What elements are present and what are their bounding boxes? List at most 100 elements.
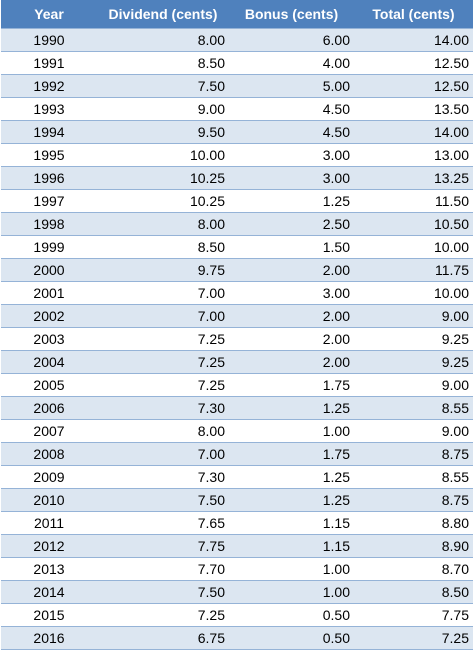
table-row: 1999 8.50 1.50 10.00 xyxy=(1,235,473,259)
table-body: 1990 8.00 6.00 14.00 1991 8.50 4.00 12.50 1992 7.… xyxy=(1,28,473,650)
table-row: 2006 7.30 1.25 8.55 xyxy=(1,396,473,420)
value-cell: 8.70 xyxy=(354,557,473,581)
header-cell: Total (cents) xyxy=(354,0,473,29)
year-cell: 2011 xyxy=(1,511,97,535)
value-cell: 10.00 xyxy=(354,235,473,259)
table-row: 2009 7.30 1.25 8.55 xyxy=(1,465,473,489)
header-cell: Dividend (cents) xyxy=(97,0,229,29)
value-cell: 7.25 xyxy=(97,350,229,374)
table-row: 1993 9.00 4.50 13.50 xyxy=(1,97,473,121)
value-cell: 3.00 xyxy=(229,166,354,190)
year-cell: 2005 xyxy=(1,373,97,397)
table-row: 1996 10.25 3.00 13.25 xyxy=(1,166,473,190)
value-cell: 9.25 xyxy=(354,327,473,351)
value-cell: 10.00 xyxy=(354,281,473,305)
value-cell: 8.50 xyxy=(354,580,473,604)
value-cell: 8.55 xyxy=(354,396,473,420)
value-cell: 2.00 xyxy=(229,304,354,328)
value-cell: 4.50 xyxy=(229,120,354,144)
year-cell: 2000 xyxy=(1,258,97,282)
year-cell: 1991 xyxy=(1,51,97,75)
year-cell: 2003 xyxy=(1,327,97,351)
value-cell: 7.25 xyxy=(97,373,229,397)
header-row: Year Dividend (cents) Bonus (cents) Total (… xyxy=(1,0,473,29)
table-row: 2000 9.75 2.00 11.75 xyxy=(1,258,473,282)
year-cell: 1999 xyxy=(1,235,97,259)
value-cell: 6.00 xyxy=(229,28,354,52)
value-cell: 10.25 xyxy=(97,166,229,190)
year-cell: 1996 xyxy=(1,166,97,190)
header-cell: Bonus (cents) xyxy=(229,0,354,29)
table-row: 2013 7.70 1.00 8.70 xyxy=(1,557,473,581)
value-cell: 13.00 xyxy=(354,143,473,167)
year-cell: 2006 xyxy=(1,396,97,420)
year-cell: 2008 xyxy=(1,442,97,466)
year-cell: 2002 xyxy=(1,304,97,328)
value-cell: 11.50 xyxy=(354,189,473,213)
value-cell: 3.00 xyxy=(229,281,354,305)
value-cell: 8.90 xyxy=(354,534,473,558)
value-cell: 4.00 xyxy=(229,51,354,75)
year-cell: 1992 xyxy=(1,74,97,98)
value-cell: 1.15 xyxy=(229,534,354,558)
table-row: 1992 7.50 5.00 12.50 xyxy=(1,74,473,98)
value-cell: 1.00 xyxy=(229,557,354,581)
table-header: Year Dividend (cents) Bonus (cents) Total (… xyxy=(1,0,473,29)
table-row: 2007 8.00 1.00 9.00 xyxy=(1,419,473,443)
value-cell: 5.00 xyxy=(229,74,354,98)
year-cell: 2013 xyxy=(1,557,97,581)
table-row: 1995 10.00 3.00 13.00 xyxy=(1,143,473,167)
header-cell: Year xyxy=(1,0,97,29)
value-cell: 8.75 xyxy=(354,488,473,512)
value-cell: 8.00 xyxy=(97,28,229,52)
value-cell: 8.75 xyxy=(354,442,473,466)
year-cell: 1994 xyxy=(1,120,97,144)
year-cell: 2004 xyxy=(1,350,97,374)
value-cell: 1.25 xyxy=(229,488,354,512)
value-cell: 9.00 xyxy=(354,419,473,443)
value-cell: 0.50 xyxy=(229,626,354,650)
table-row: 2001 7.00 3.00 10.00 xyxy=(1,281,473,305)
value-cell: 14.00 xyxy=(354,120,473,144)
value-cell: 9.75 xyxy=(97,258,229,282)
value-cell: 1.50 xyxy=(229,235,354,259)
value-cell: 7.30 xyxy=(97,396,229,420)
value-cell: 10.00 xyxy=(97,143,229,167)
table-row: 1994 9.50 4.50 14.00 xyxy=(1,120,473,144)
value-cell: 7.70 xyxy=(97,557,229,581)
value-cell: 7.50 xyxy=(97,488,229,512)
value-cell: 8.00 xyxy=(97,212,229,236)
year-cell: 2012 xyxy=(1,534,97,558)
table-row: 1990 8.00 6.00 14.00 xyxy=(1,28,473,52)
table-row: 2010 7.50 1.25 8.75 xyxy=(1,488,473,512)
value-cell: 4.50 xyxy=(229,97,354,121)
table-row: 2016 6.75 0.50 7.25 xyxy=(1,626,473,650)
year-cell: 1993 xyxy=(1,97,97,121)
table-row: 1997 10.25 1.25 11.50 xyxy=(1,189,473,213)
value-cell: 9.00 xyxy=(97,97,229,121)
year-cell: 2001 xyxy=(1,281,97,305)
year-cell: 2010 xyxy=(1,488,97,512)
value-cell: 2.00 xyxy=(229,350,354,374)
value-cell: 12.50 xyxy=(354,74,473,98)
value-cell: 14.00 xyxy=(354,28,473,52)
value-cell: 9.25 xyxy=(354,350,473,374)
value-cell: 7.00 xyxy=(97,442,229,466)
table-row: 2008 7.00 1.75 8.75 xyxy=(1,442,473,466)
value-cell: 10.25 xyxy=(97,189,229,213)
value-cell: 7.25 xyxy=(97,603,229,627)
value-cell: 0.50 xyxy=(229,603,354,627)
value-cell: 13.25 xyxy=(354,166,473,190)
value-cell: 1.25 xyxy=(229,396,354,420)
value-cell: 7.30 xyxy=(97,465,229,489)
value-cell: 8.50 xyxy=(97,51,229,75)
value-cell: 12.50 xyxy=(354,51,473,75)
year-cell: 1997 xyxy=(1,189,97,213)
table-row: 2002 7.00 2.00 9.00 xyxy=(1,304,473,328)
year-cell: 2014 xyxy=(1,580,97,604)
value-cell: 2.00 xyxy=(229,327,354,351)
year-cell: 2007 xyxy=(1,419,97,443)
value-cell: 10.50 xyxy=(354,212,473,236)
value-cell: 1.75 xyxy=(229,373,354,397)
